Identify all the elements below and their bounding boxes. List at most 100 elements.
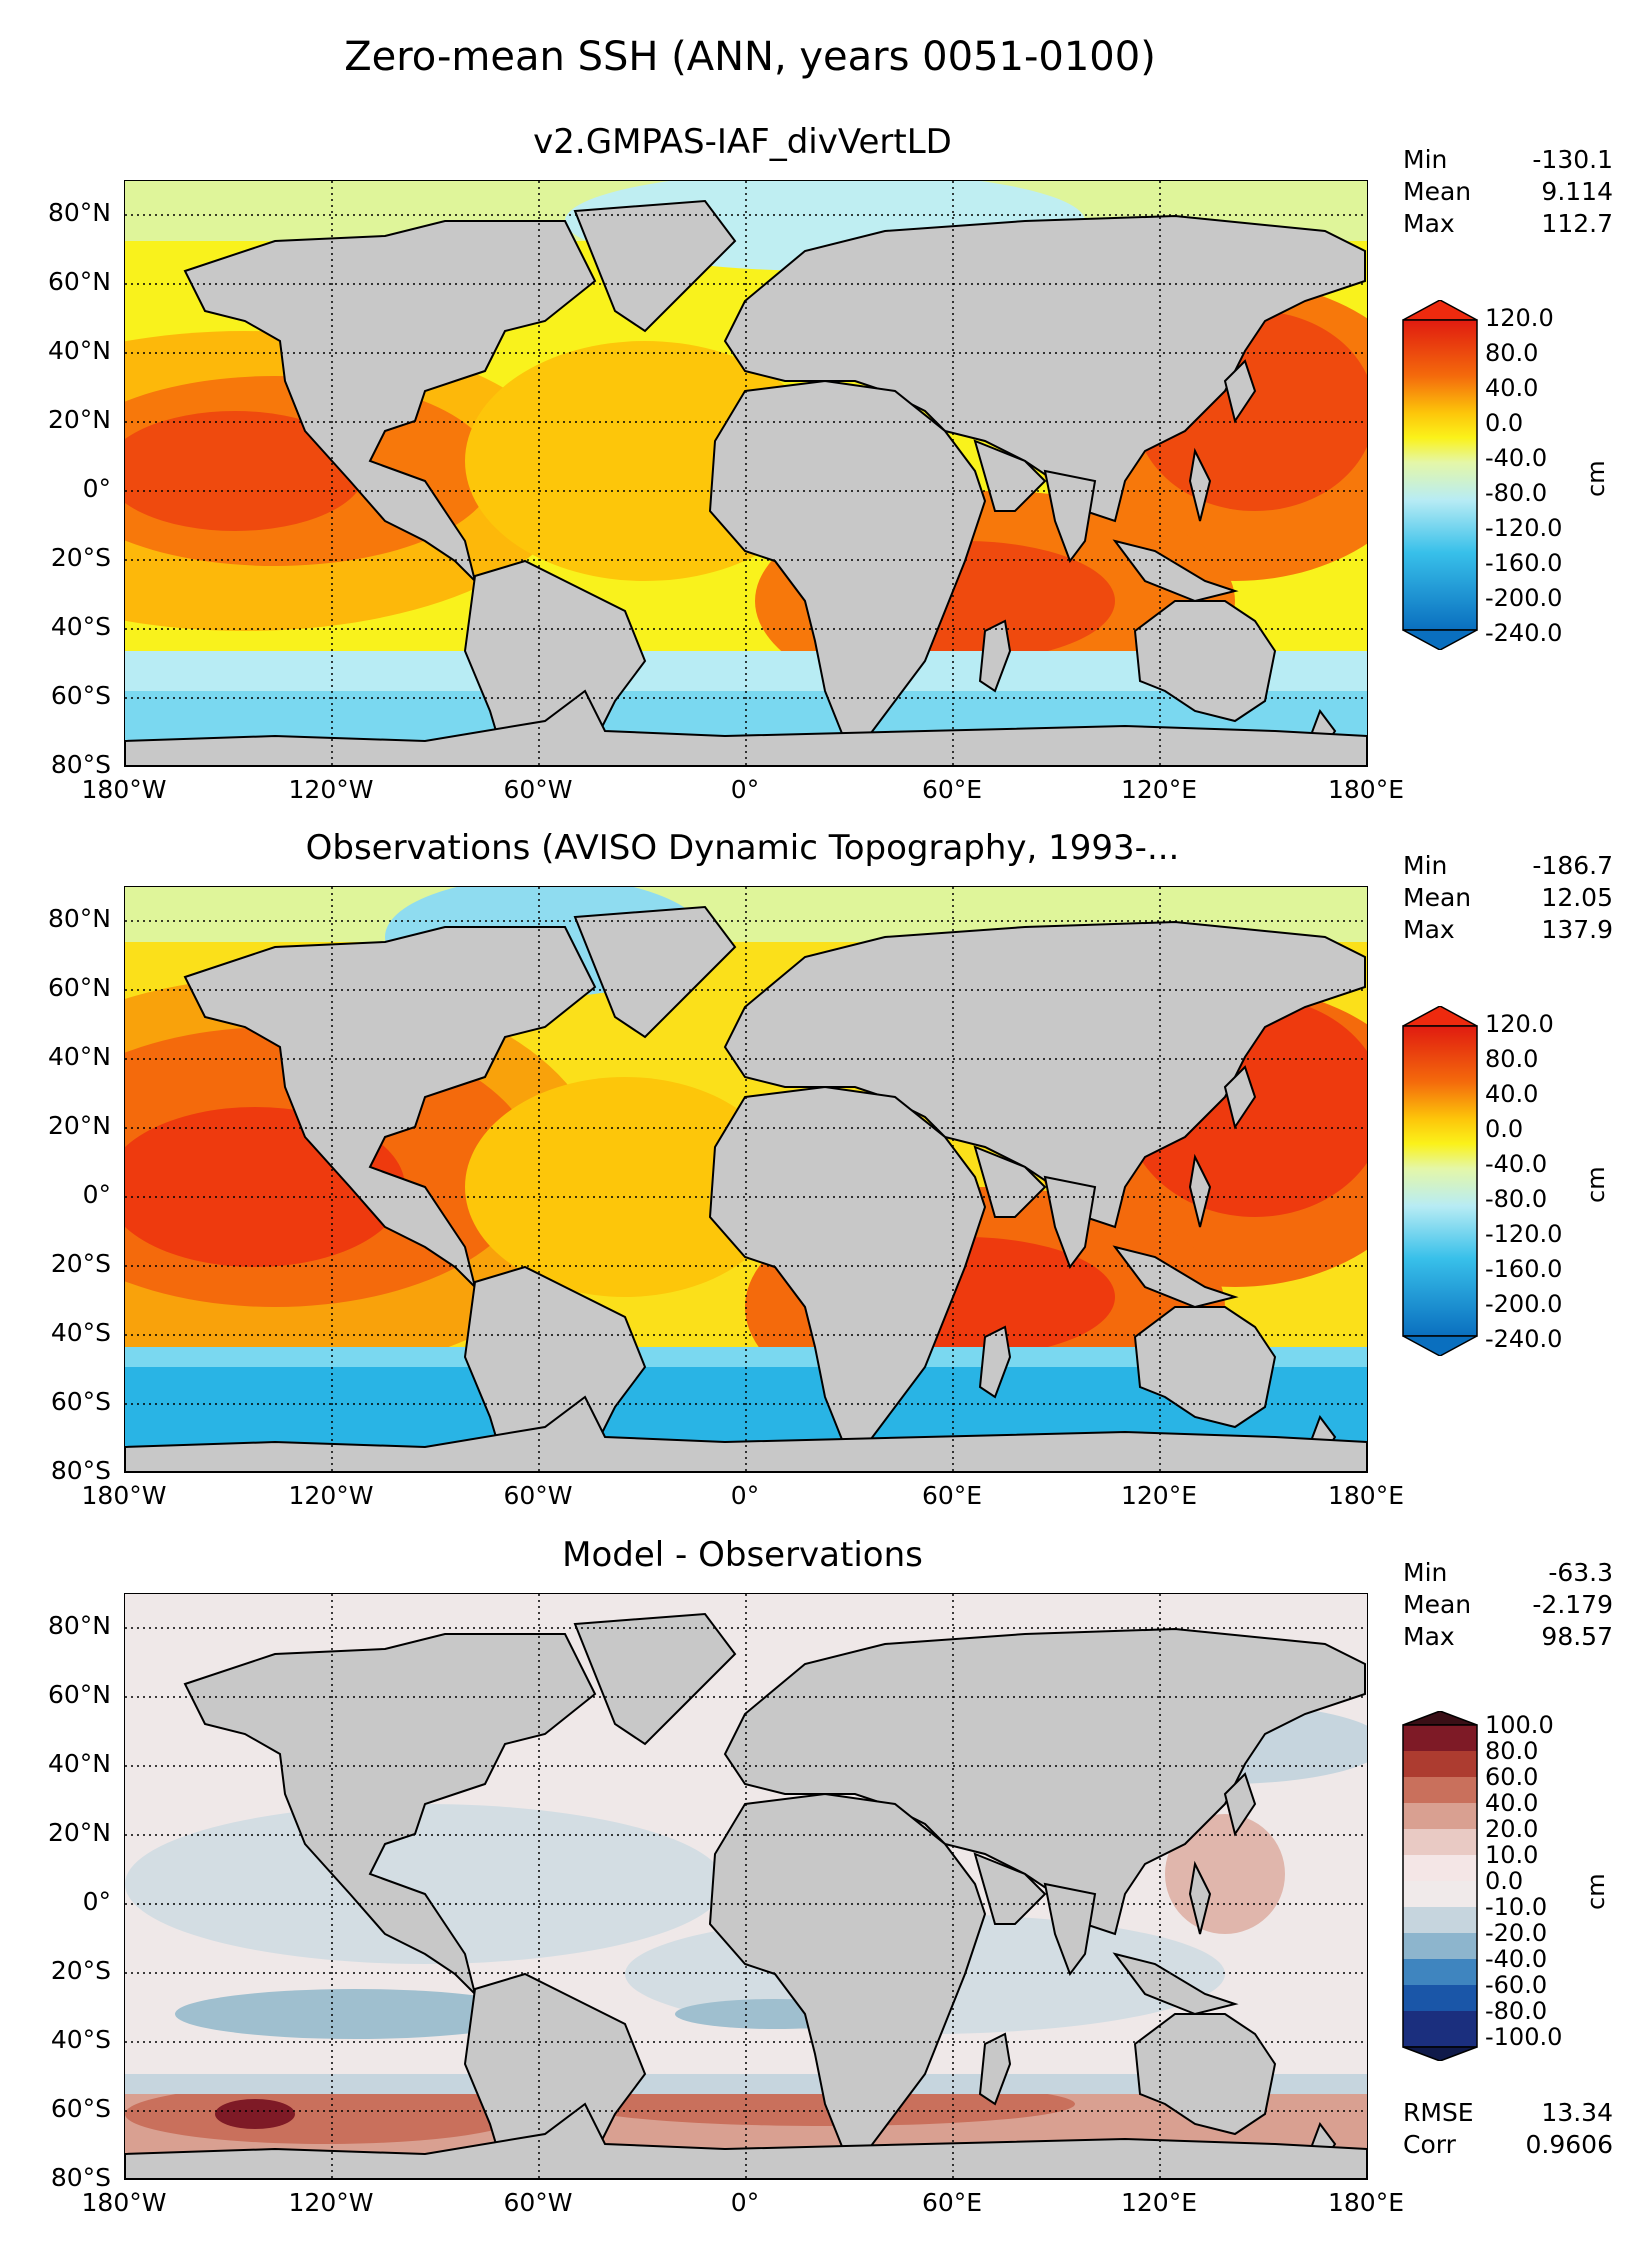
colorbar-unit: cm (1582, 1873, 1610, 1910)
stat-mean: 9.114 (1541, 177, 1613, 206)
lat-label: 20°N (47, 405, 111, 434)
stat-max-label: Max (1403, 1622, 1455, 1651)
lon-label: 120°E (1120, 775, 1198, 804)
lat-label: 80°S (50, 750, 111, 779)
colorbar-tick: -40.0 (1485, 444, 1548, 472)
rmse-value: 13.34 (1541, 2098, 1613, 2127)
lat-label: 60°N (47, 267, 111, 296)
lat-label: 80°N (47, 904, 111, 933)
lat-label: 60°N (47, 973, 111, 1002)
lat-label: 60°S (50, 681, 111, 710)
stat-min: -130.1 (1532, 145, 1613, 174)
colorbar-tick: -10.0 (1485, 1893, 1548, 1921)
lon-label: 60°E (921, 2188, 983, 2217)
colorbar-tick: 40.0 (1485, 1789, 1539, 1817)
colorbar-tick: -240.0 (1485, 1325, 1563, 1353)
lat-label: 80°N (47, 198, 111, 227)
lon-label: 120°W (288, 2188, 374, 2217)
colorbar-tick: 0.0 (1485, 1867, 1524, 1895)
lat-label: 40°S (50, 612, 111, 641)
lat-label: 0° (82, 1887, 111, 1916)
colorbar-tick: -200.0 (1485, 1290, 1563, 1318)
colorbar-tick: 20.0 (1485, 1815, 1539, 1843)
error-stats: RMSE 13.34 Corr 0.9606 (1403, 2097, 1613, 2161)
panel-model: v2.GMPAS-IAF_divVertLD 80°N 60°N 40°N 20… (0, 122, 1651, 822)
lon-label: 180°W (81, 775, 167, 804)
lat-label: 0° (82, 474, 111, 503)
colorbar-tick: 80.0 (1485, 339, 1539, 367)
colorbar-tick: 120.0 (1485, 1010, 1554, 1038)
colorbar-tick: 60.0 (1485, 1763, 1539, 1791)
stat-max: 98.57 (1541, 1622, 1613, 1651)
panel-title: v2.GMPAS-IAF_divVertLD (533, 122, 952, 162)
lat-label: 40°S (50, 1318, 111, 1347)
colorbar-tick: -80.0 (1485, 1997, 1548, 2025)
colorbar-tick: 40.0 (1485, 374, 1539, 402)
colorbar-tick: -120.0 (1485, 514, 1563, 542)
colorbar-tick: -120.0 (1485, 1220, 1563, 1248)
colorbar-tick: -40.0 (1485, 1150, 1548, 1178)
stat-mean: 12.05 (1541, 883, 1613, 912)
lon-label: 180°E (1327, 1481, 1405, 1510)
lat-label: 80°S (50, 1456, 111, 1485)
lat-label: 60°S (50, 2094, 111, 2123)
colorbar-tick: 40.0 (1485, 1080, 1539, 1108)
stat-max: 112.7 (1541, 209, 1613, 238)
colorbar-tick: -80.0 (1485, 1185, 1548, 1213)
lon-label: 120°E (1120, 2188, 1198, 2217)
corr-value: 0.9606 (1525, 2130, 1613, 2159)
colorbar-tick: -240.0 (1485, 619, 1563, 647)
lon-label: 60°E (921, 1481, 983, 1510)
colorbar (1402, 1006, 1478, 1356)
lon-label: 60°E (921, 775, 983, 804)
lat-label: 0° (82, 1180, 111, 1209)
panel-observations: Observations (AVISO Dynamic Topography, … (0, 828, 1651, 1528)
lat-label: 20°S (50, 1956, 111, 1985)
colorbar (1402, 300, 1478, 650)
stat-min-label: Min (1403, 1558, 1448, 1587)
colorbar-tick: 100.0 (1485, 1711, 1554, 1739)
colorbar-tick: -80.0 (1485, 479, 1548, 507)
panel-title: Model - Observations (562, 1535, 923, 1575)
colorbar (1402, 1711, 1478, 2061)
colorbar-tick: -200.0 (1485, 584, 1563, 612)
lat-label: 80°N (47, 1611, 111, 1640)
lon-label: 180°W (81, 2188, 167, 2217)
colorbar-tick: -160.0 (1485, 549, 1563, 577)
colorbar-tick: -160.0 (1485, 1255, 1563, 1283)
colorbar-tick: 0.0 (1485, 1115, 1524, 1143)
lon-label: 60°W (503, 2188, 573, 2217)
map-observations (124, 886, 1368, 1473)
lon-label: 180°E (1327, 775, 1405, 804)
lon-label: 60°W (503, 775, 573, 804)
lat-label: 60°S (50, 1387, 111, 1416)
colorbar-tick: -60.0 (1485, 1971, 1548, 1999)
lat-label: 20°S (50, 1249, 111, 1278)
colorbar-unit: cm (1582, 460, 1610, 497)
stat-mean-label: Mean (1403, 1590, 1472, 1619)
lat-label: 20°N (47, 1111, 111, 1140)
rmse-label: RMSE (1403, 2098, 1474, 2127)
lat-label: 40°N (47, 336, 111, 365)
colorbar-tick: -40.0 (1485, 1945, 1548, 1973)
lon-label: 120°E (1120, 1481, 1198, 1510)
lat-label: 40°S (50, 2025, 111, 2054)
lon-label: 120°W (288, 1481, 374, 1510)
lat-label: 40°N (47, 1042, 111, 1071)
lon-label: 0° (730, 1481, 760, 1510)
stat-min: -186.7 (1532, 851, 1613, 880)
lon-label: 120°W (288, 775, 374, 804)
lon-label: 0° (730, 2188, 760, 2217)
stat-mean-label: Mean (1403, 883, 1472, 912)
colorbar-unit: cm (1582, 1166, 1610, 1203)
map-model (124, 180, 1368, 767)
stat-max: 137.9 (1541, 915, 1613, 944)
panel-difference: Model - Observations 80°N 60°N 40°N 20°N… (0, 1535, 1651, 2235)
lat-label: 20°S (50, 543, 111, 572)
colorbar-tick: 80.0 (1485, 1045, 1539, 1073)
corr-label: Corr (1403, 2130, 1456, 2159)
stats-box: Min -63.3 Mean -2.179 Max 98.57 (1403, 1557, 1613, 1653)
lon-label: 180°E (1327, 2188, 1405, 2217)
colorbar-tick: 80.0 (1485, 1737, 1539, 1765)
stat-max-label: Max (1403, 209, 1455, 238)
